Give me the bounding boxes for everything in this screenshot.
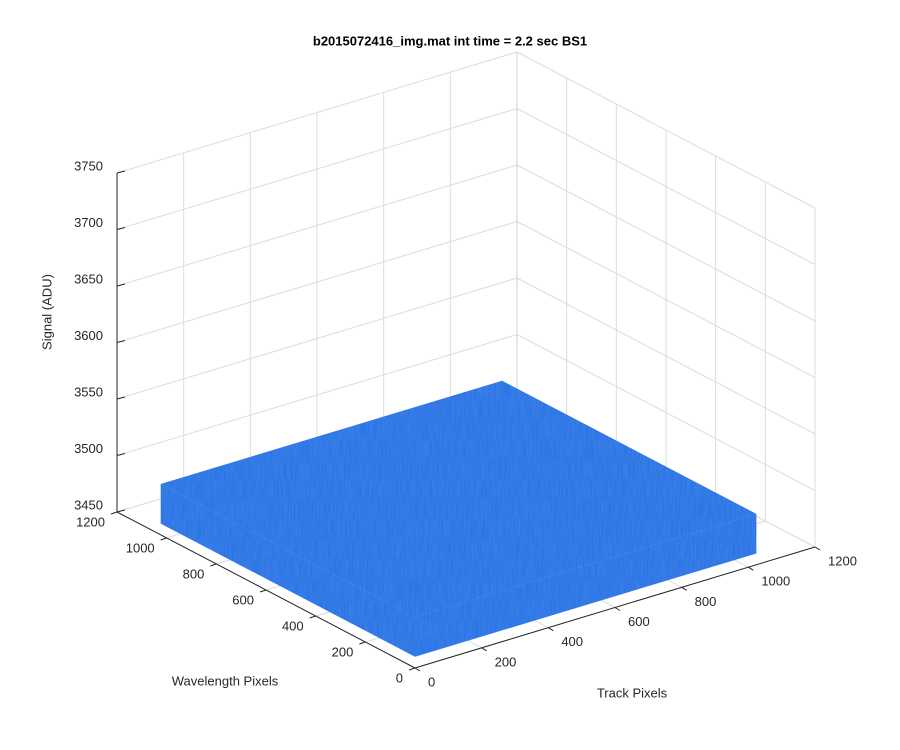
grid-line [116,277,518,400]
y-tick [309,615,316,619]
z-tick-label: 3700 [74,215,103,230]
x-tick-label: 1000 [761,574,790,589]
y-tick [259,589,267,593]
z-tick-label: 3650 [74,271,103,286]
x-tick [548,627,554,632]
grid-line [116,164,518,287]
y-tick [359,641,366,645]
x-tick [814,546,821,551]
z-tick [116,340,126,343]
z-tick [116,509,126,513]
y-tick-label: 200 [332,644,354,659]
z-tick-label: 3550 [74,384,103,399]
x-tick-label: 0 [428,674,435,689]
y-tick-label: 1200 [76,514,105,529]
x-tick [481,647,487,652]
grid-line [116,108,518,230]
x-axis-label: Track Pixels [597,685,668,700]
grid-line [116,221,518,343]
z-tick-label: 3450 [74,497,103,512]
x-tick [414,667,421,672]
z-axis-label: Signal (ADU) [39,274,54,350]
surface-side [160,484,415,657]
x-tick [614,607,621,611]
surface-side [415,513,757,657]
grid-line [516,277,816,435]
x-tick-label: 400 [561,634,583,649]
z-tick-label: 3750 [74,158,103,173]
z-tick [116,453,126,456]
x-tick-label: 800 [695,594,717,609]
y-tick-label: 600 [232,592,254,607]
y-tick-label: 800 [183,566,205,581]
x-tick-label: 1200 [828,553,857,568]
y-tick-label: 1000 [126,540,155,555]
x-tick [748,566,754,571]
x-tick-label: 600 [628,614,650,629]
z-tick [116,227,126,230]
z-tick-label: 3500 [74,441,103,456]
z-tick-label: 3600 [74,328,103,343]
y-tick [160,537,167,541]
x-tick [681,586,687,591]
grid-line [116,51,518,174]
x-tick-label: 200 [495,654,517,669]
grid-line [516,164,816,322]
y-tick-label: 400 [282,618,304,633]
grid-line [516,51,816,209]
z-tick [116,170,126,174]
z-tick [116,283,126,287]
grid-line [516,334,816,491]
y-tick-label: 0 [396,670,403,685]
y-tick [210,563,217,567]
chart-title: b2015072416_img.mat int time = 2.2 sec B… [313,33,587,48]
z-tick [116,396,126,400]
y-tick [110,511,118,515]
surface-top [160,380,757,618]
y-tick [408,667,416,671]
grid-line [116,334,518,456]
y-axis-label: Wavelength Pixels [172,673,279,688]
grid-line [516,221,816,378]
grid-line [516,108,816,265]
